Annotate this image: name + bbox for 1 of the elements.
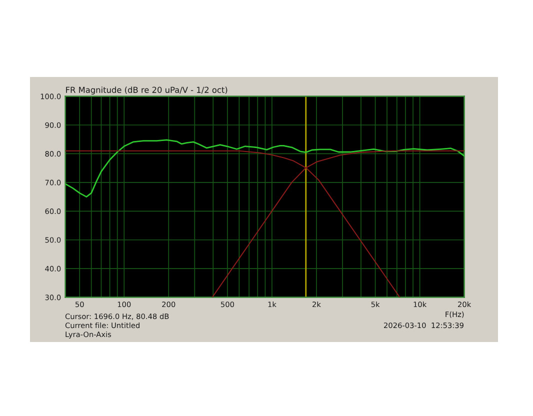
chart-title: FR Magnitude (dB re 20 uPa/V - 1/2 oct) [66, 86, 228, 95]
